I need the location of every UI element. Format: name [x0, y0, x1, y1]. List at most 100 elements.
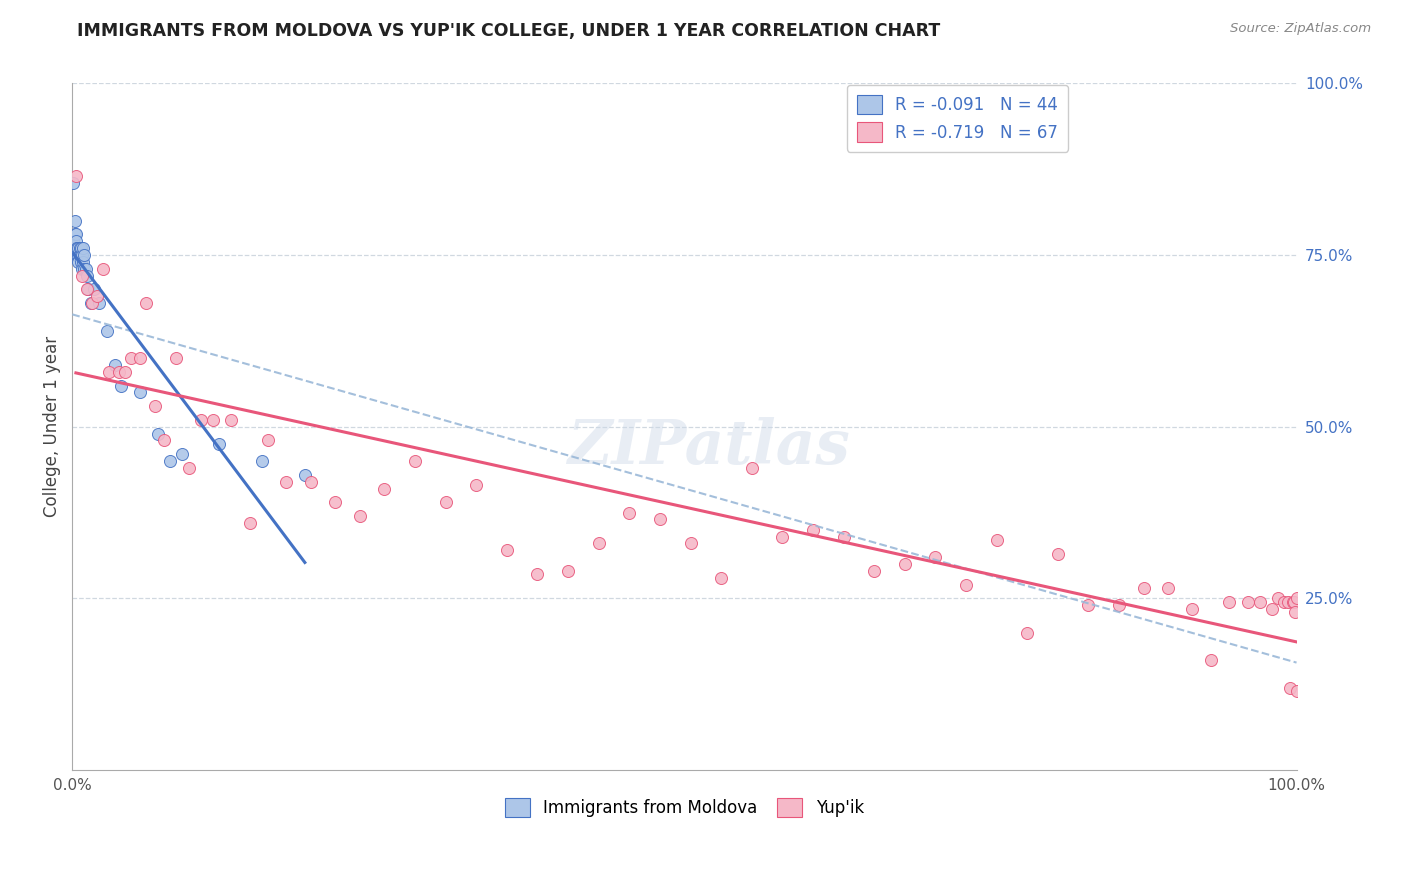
Point [79, 296, 101, 310]
Point [832, 530, 855, 544]
Point [1249, 595, 1271, 609]
Point [77, 282, 100, 296]
Point [741, 461, 763, 475]
Point [1282, 595, 1305, 609]
Point [63, 241, 86, 255]
Point [104, 358, 127, 372]
Point [97, 365, 120, 379]
Point [65, 227, 87, 242]
Point [1285, 684, 1308, 698]
Point [107, 365, 129, 379]
Point [325, 495, 347, 509]
Point [65, 169, 87, 183]
Point [66, 241, 89, 255]
Point [986, 533, 1008, 547]
Point [863, 564, 886, 578]
Point [465, 478, 488, 492]
Point [70, 261, 93, 276]
Point [75, 261, 97, 276]
Point [619, 506, 641, 520]
Legend: Immigrants from Moldova, Yup'ik: Immigrants from Moldova, Yup'ik [498, 791, 870, 823]
Point [257, 434, 280, 448]
Point [62, 235, 84, 249]
Point [1218, 595, 1240, 609]
Point [86, 289, 108, 303]
Point [801, 523, 824, 537]
Point [67, 241, 90, 255]
Point [710, 571, 733, 585]
Point [89, 296, 111, 310]
Point [299, 475, 322, 489]
Point [1277, 595, 1299, 609]
Point [496, 543, 519, 558]
Point [1077, 599, 1099, 613]
Point [202, 413, 225, 427]
Point [955, 577, 977, 591]
Point [146, 426, 169, 441]
Point [165, 351, 187, 365]
Point [96, 324, 118, 338]
Point [894, 557, 917, 571]
Point [63, 213, 86, 227]
Point [1282, 595, 1305, 609]
Point [1157, 581, 1180, 595]
Point [65, 241, 87, 255]
Y-axis label: College, Under 1 year: College, Under 1 year [44, 336, 60, 517]
Text: ZIPatlas: ZIPatlas [568, 417, 851, 477]
Point [177, 461, 200, 475]
Point [69, 241, 91, 255]
Point [1279, 681, 1302, 695]
Point [1108, 599, 1130, 613]
Point [404, 454, 426, 468]
Point [128, 385, 150, 400]
Point [91, 261, 114, 276]
Point [349, 508, 371, 523]
Point [172, 447, 194, 461]
Point [69, 248, 91, 262]
Point [69, 248, 91, 262]
Point [1181, 601, 1204, 615]
Point [114, 365, 136, 379]
Point [62, 176, 84, 190]
Point [76, 282, 98, 296]
Point [72, 255, 94, 269]
Point [159, 454, 181, 468]
Point [1132, 581, 1154, 595]
Point [69, 248, 91, 262]
Point [72, 241, 94, 255]
Point [588, 536, 610, 550]
Point [221, 413, 243, 427]
Point [1261, 601, 1284, 615]
Point [208, 437, 231, 451]
Point [924, 550, 946, 565]
Point [1284, 605, 1306, 619]
Point [70, 268, 93, 283]
Point [434, 495, 457, 509]
Point [66, 241, 89, 255]
Point [1199, 653, 1222, 667]
Point [67, 255, 90, 269]
Point [66, 248, 89, 262]
Text: IMMIGRANTS FROM MOLDOVA VS YUP'IK COLLEGE, UNDER 1 YEAR CORRELATION CHART: IMMIGRANTS FROM MOLDOVA VS YUP'IK COLLEG… [77, 22, 941, 40]
Point [294, 467, 316, 482]
Point [276, 475, 298, 489]
Point [120, 351, 142, 365]
Point [67, 248, 90, 262]
Point [66, 248, 89, 262]
Point [128, 351, 150, 365]
Point [679, 536, 702, 550]
Point [63, 227, 86, 242]
Point [1267, 591, 1289, 606]
Point [1017, 625, 1039, 640]
Point [76, 268, 98, 283]
Point [83, 282, 105, 296]
Point [1236, 595, 1258, 609]
Point [145, 399, 167, 413]
Point [239, 516, 262, 530]
Point [73, 261, 96, 276]
Point [70, 248, 93, 262]
Point [557, 564, 579, 578]
Point [65, 235, 87, 249]
Point [190, 413, 212, 427]
Point [153, 434, 176, 448]
